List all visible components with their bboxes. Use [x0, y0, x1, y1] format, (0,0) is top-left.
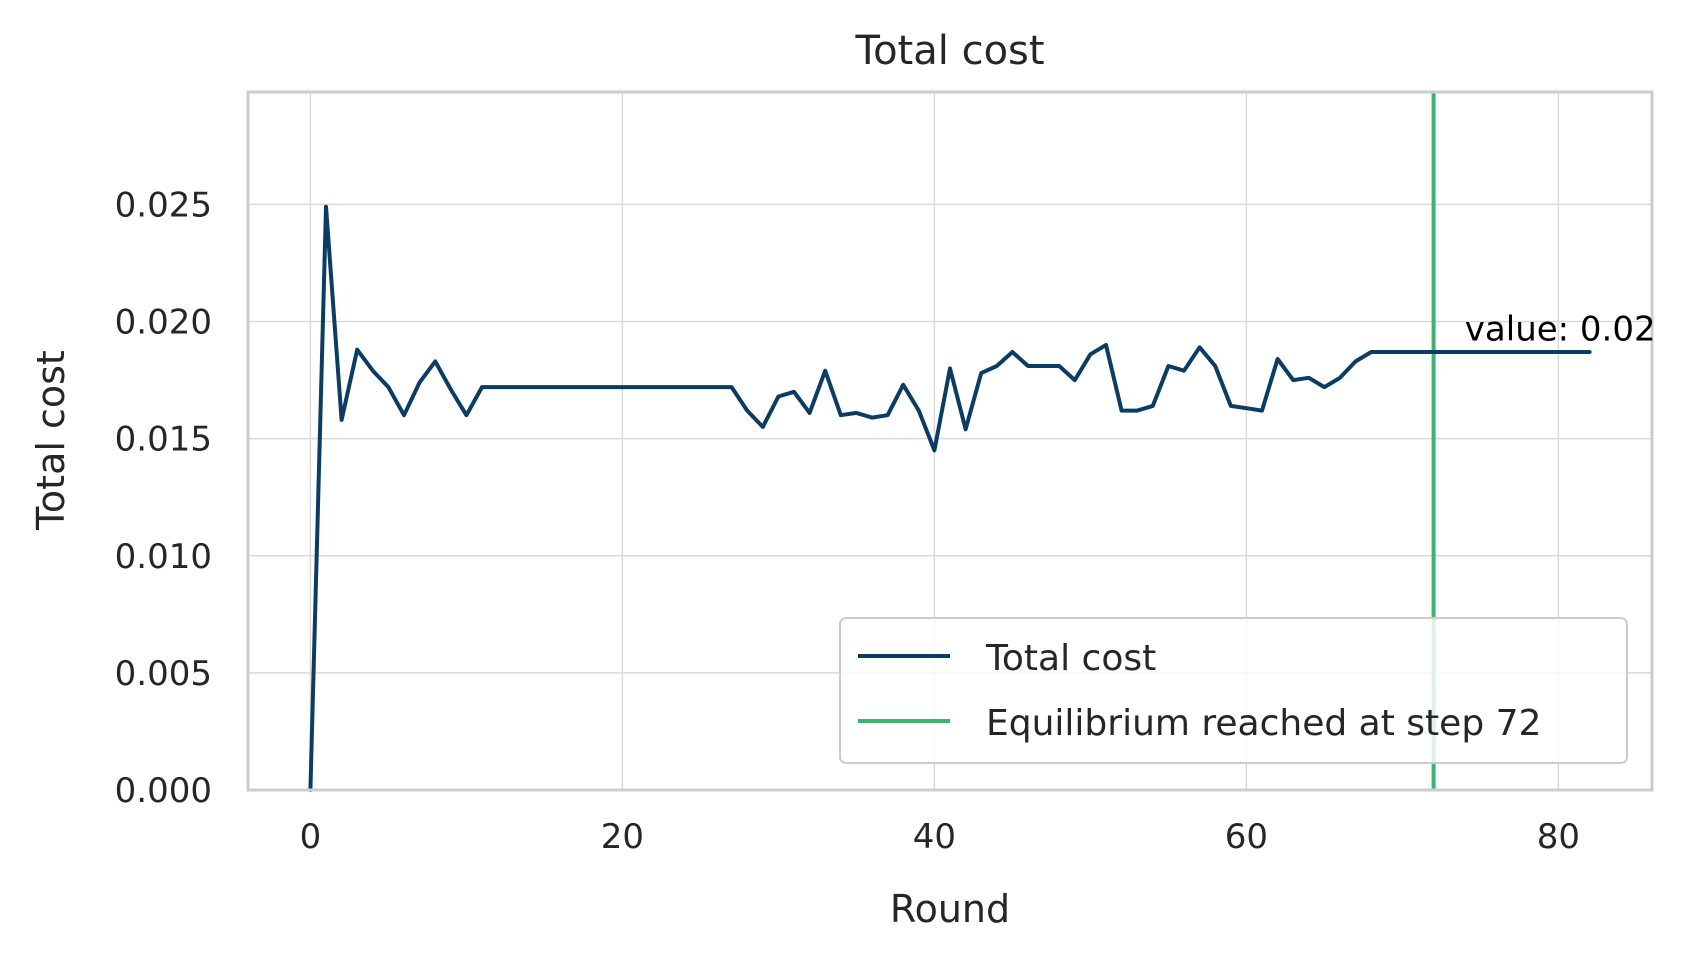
y-tick-label: 0.015 — [115, 420, 212, 460]
y-tick-label: 0.020 — [115, 303, 212, 343]
y-tick-label: 0.000 — [115, 771, 212, 811]
legend-label-equilibrium: Equilibrium reached at step 72 — [986, 703, 1541, 744]
total-cost-line — [308, 204, 1592, 792]
y-tick-label: 0.005 — [115, 654, 212, 694]
y-tick-label: 0.025 — [115, 185, 212, 225]
legend-box — [839, 617, 1628, 764]
x-tick-label: 0 — [300, 817, 322, 857]
chart-title: Total cost — [854, 28, 1044, 74]
x-tick-label: 20 — [601, 817, 644, 857]
legend-label-total-cost: Total cost — [985, 638, 1156, 679]
x-tick-label: 60 — [1225, 817, 1268, 857]
x-axis-label: Round — [890, 887, 1010, 931]
y-tick-label: 0.010 — [115, 537, 212, 577]
tick-labels: 0 20 40 60 80 0.000 0.005 0.010 0.015 0.020 0.025 — [115, 185, 1580, 857]
x-tick-label: 40 — [913, 817, 956, 857]
legend: Total cost Equilibrium reached at step 7… — [839, 617, 1628, 764]
x-tick-label: 80 — [1537, 817, 1580, 857]
series-layer — [308, 204, 1592, 792]
value-annotation: value: 0.02 — [1465, 309, 1656, 349]
y-axis-label: Total cost — [29, 350, 73, 531]
plot-frame — [246, 90, 1654, 792]
